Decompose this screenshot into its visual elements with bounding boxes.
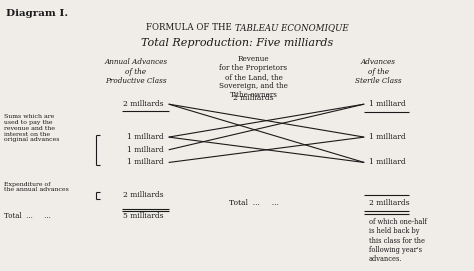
Text: Total  ...     ...: Total ... ... (4, 212, 51, 220)
Text: Expenditure of
the annual advances: Expenditure of the annual advances (4, 182, 69, 192)
Text: Annual Advances
of the
Productive Class: Annual Advances of the Productive Class (104, 59, 167, 85)
Text: of which one-half
is held back by
this class for the
following year's
advances.: of which one-half is held back by this c… (369, 218, 427, 263)
Text: Advances
of the
Sterile Class: Advances of the Sterile Class (355, 59, 401, 85)
Text: TABLEAU ECONOMIQUE: TABLEAU ECONOMIQUE (235, 23, 348, 32)
Text: Diagram I.: Diagram I. (6, 9, 68, 18)
Text: 1 milliard: 1 milliard (127, 159, 164, 166)
Text: 2 milliards: 2 milliards (123, 100, 164, 108)
Text: 2 milliards: 2 milliards (233, 93, 274, 102)
Text: Total  ...     ...: Total ... ... (228, 199, 278, 207)
Text: Sums which are
used to pay the
revenue and the
interest on the
original advances: Sums which are used to pay the revenue a… (4, 114, 59, 142)
Text: 1 milliard: 1 milliard (127, 146, 164, 154)
Text: 1 milliard: 1 milliard (127, 133, 164, 141)
Text: 1 milliard: 1 milliard (369, 100, 406, 108)
Text: 1 milliard: 1 milliard (369, 133, 406, 141)
Text: 1 milliard: 1 milliard (369, 159, 406, 166)
Text: 5 milliards: 5 milliards (123, 212, 164, 220)
Text: Total Reproduction: Five milliards: Total Reproduction: Five milliards (141, 38, 333, 48)
Text: 2 milliards: 2 milliards (369, 199, 410, 207)
Text: FORMULA OF THE: FORMULA OF THE (146, 23, 235, 32)
Text: 2 milliards: 2 milliards (123, 191, 164, 199)
Text: Revenue
for the Proprietors
of the Land, the
Sovereign, and the
Tithe-owners: Revenue for the Proprietors of the Land,… (219, 55, 288, 99)
